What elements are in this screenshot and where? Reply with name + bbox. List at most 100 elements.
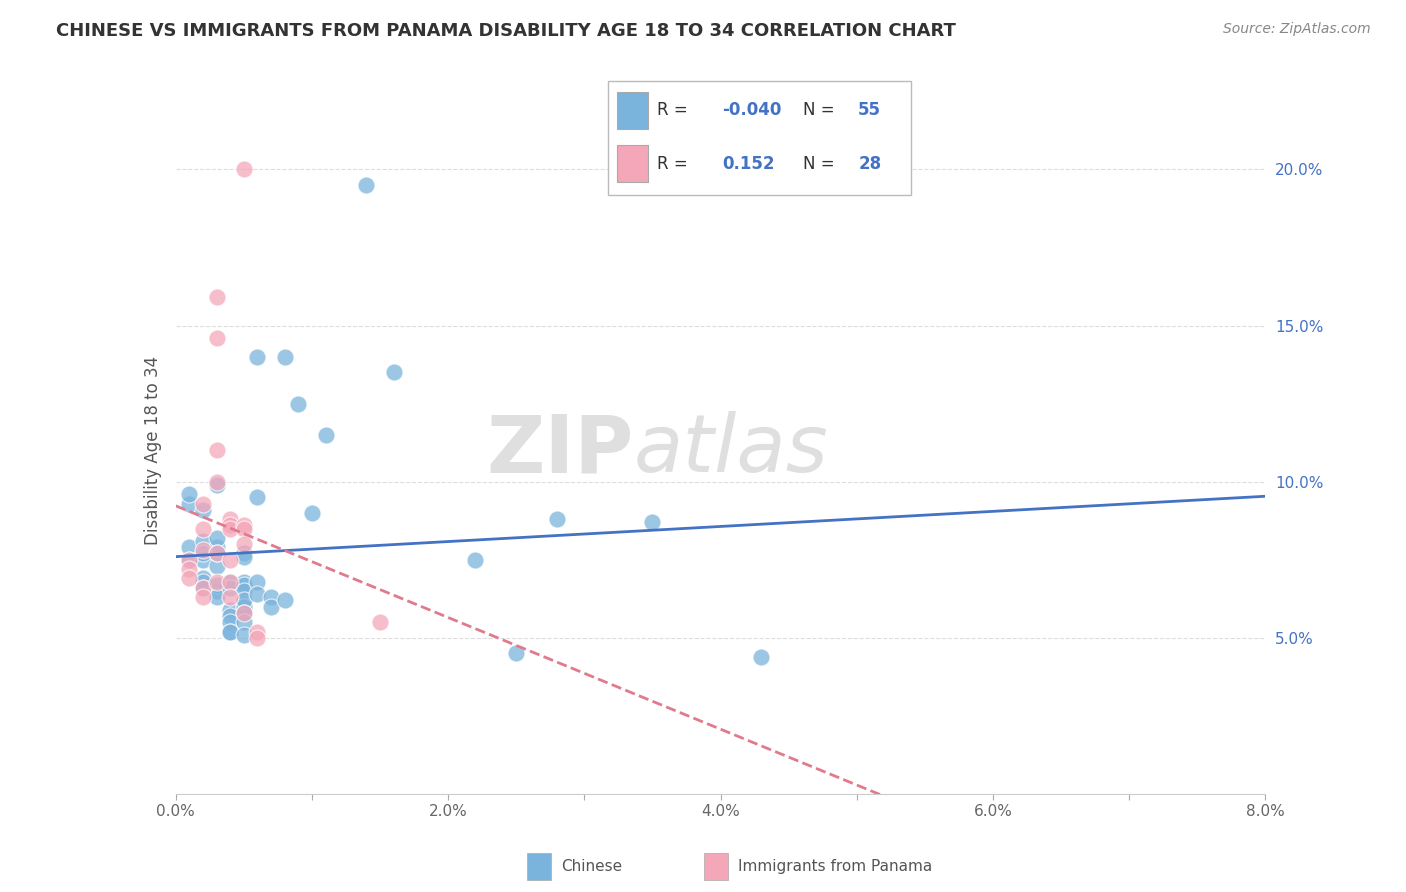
Point [205,531,228,545]
Point [368,615,391,630]
Point [232,583,254,598]
Point [287,396,309,410]
Point [179,540,201,554]
Point [232,606,254,620]
Text: 0.152: 0.152 [723,155,775,173]
Point [191,502,214,516]
Point [232,162,254,177]
Point [205,558,228,574]
Point [232,546,254,561]
Point [219,521,242,535]
Point [179,487,201,501]
Point [464,552,486,567]
Text: 55: 55 [858,102,882,120]
Point [232,521,254,535]
FancyBboxPatch shape [704,853,728,880]
Point [246,490,269,504]
Point [232,537,254,551]
Point [219,603,242,617]
Text: Immigrants from Panama: Immigrants from Panama [738,859,932,873]
Point [191,581,214,595]
Point [179,562,201,576]
Point [751,649,773,664]
Point [205,291,228,305]
Point [219,608,242,623]
Point [274,593,297,607]
Point [274,350,297,364]
Point [191,533,214,548]
Point [191,581,214,595]
Point [205,475,228,489]
Point [546,512,568,526]
Point [219,574,242,589]
Point [205,574,228,589]
Y-axis label: Disability Age 18 to 34: Disability Age 18 to 34 [143,356,162,545]
Point [246,350,269,364]
Point [179,571,201,585]
Point [356,178,378,192]
Point [232,578,254,592]
Point [219,552,242,567]
Point [191,496,214,510]
Point [219,615,242,630]
FancyBboxPatch shape [527,853,551,880]
Point [301,506,323,520]
FancyBboxPatch shape [617,145,648,182]
Point [232,606,254,620]
Text: 28: 28 [858,155,882,173]
Point [246,624,269,639]
Point [246,631,269,645]
Point [191,571,214,585]
Point [232,615,254,630]
Point [219,624,242,639]
Point [219,581,242,595]
Text: R =: R = [657,155,693,173]
Point [246,574,269,589]
Point [232,599,254,614]
Point [232,599,254,614]
Point [246,587,269,601]
Point [232,549,254,564]
Point [191,546,214,561]
Text: R =: R = [657,102,693,120]
Point [205,578,228,592]
Point [232,518,254,533]
Point [205,591,228,605]
Point [205,478,228,492]
Point [205,443,228,458]
Point [219,574,242,589]
Point [205,583,228,598]
FancyBboxPatch shape [607,81,911,195]
Point [219,512,242,526]
Point [219,591,242,605]
FancyBboxPatch shape [617,92,648,129]
Text: N =: N = [803,155,839,173]
Text: ZIP: ZIP [486,411,633,490]
Point [205,540,228,554]
Point [232,628,254,642]
Point [179,496,201,510]
Point [219,624,242,639]
Point [191,543,214,558]
Point [232,593,254,607]
Point [641,515,664,529]
Point [191,574,214,589]
Point [191,552,214,567]
Text: N =: N = [803,102,839,120]
Point [219,518,242,533]
Point [315,427,337,442]
Point [260,591,283,605]
Point [205,331,228,345]
Point [205,546,228,561]
Point [191,521,214,535]
Point [382,366,405,380]
Point [179,552,201,567]
Point [179,552,201,567]
Point [232,574,254,589]
Text: CHINESE VS IMMIGRANTS FROM PANAMA DISABILITY AGE 18 TO 34 CORRELATION CHART: CHINESE VS IMMIGRANTS FROM PANAMA DISABI… [56,22,956,40]
Text: atlas: atlas [633,411,828,490]
Point [191,591,214,605]
Text: -0.040: -0.040 [723,102,782,120]
Point [205,546,228,561]
Text: Source: ZipAtlas.com: Source: ZipAtlas.com [1223,22,1371,37]
